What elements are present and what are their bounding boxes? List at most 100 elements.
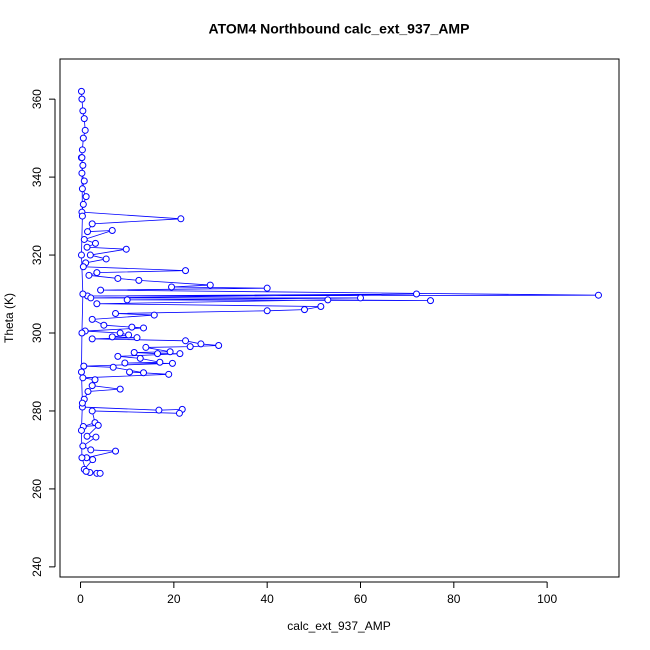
data-point [82,467,90,475]
chart-title: ATOM4 Northbound calc_ext_937_AMP [209,21,470,37]
x-tick-label: 100 [537,592,557,606]
data-point [116,329,124,337]
data-point [79,263,87,271]
data-point [88,315,96,323]
data-point [79,200,87,208]
data-point [85,271,93,279]
data-point [168,283,176,291]
data-point [102,255,110,263]
data-point [86,251,94,259]
data-point [79,374,87,382]
y-tick-label: 360 [30,89,44,109]
data-point [175,409,183,417]
data-point [114,274,122,282]
data-point [112,447,120,455]
data-point [80,115,88,123]
data-point [80,235,88,243]
data-point [140,369,148,377]
data-point [168,359,176,367]
data-point [125,331,133,339]
plot-box [59,58,620,578]
x-tick-label: 0 [77,592,84,606]
data-point [79,161,87,169]
data-line [81,91,599,474]
data-point [79,107,87,115]
data-point [77,368,85,376]
data-point [91,376,99,384]
x-tick-label: 80 [447,592,461,606]
data-point [412,290,420,298]
data-point [79,442,87,450]
data-point [108,333,116,341]
data-point [197,340,205,348]
data-point [122,245,130,253]
data-point [317,303,325,311]
data-point [96,469,104,477]
data-point [93,300,101,308]
data-point [114,352,122,360]
data-point [84,387,92,395]
data-point [78,185,86,193]
data-point [77,251,85,259]
data-point [215,341,223,349]
data-point [301,306,309,314]
data-point [182,267,190,275]
x-axis-label: calc_ext_937_AMP [287,619,390,633]
data-point [91,239,99,247]
data-point [81,126,89,134]
y-tick-label: 280 [30,401,44,421]
data-point [142,343,150,351]
data-point [93,269,101,277]
data-point [88,335,96,343]
y-tick-label: 240 [30,557,44,577]
x-tick-label: 20 [167,592,181,606]
data-point [78,169,86,177]
data-point [426,297,434,305]
data-point [78,154,86,162]
data-point [87,294,95,302]
data-point [135,276,143,284]
data-point [94,421,102,429]
data-point [177,215,185,223]
data-point [88,407,96,415]
data-point [78,146,86,154]
data-point [263,284,271,292]
data-point [128,323,136,331]
data-point [165,370,173,378]
data-point [123,296,131,304]
data-point [78,399,86,407]
data-point [140,324,148,332]
data-point [78,454,86,462]
data-point [79,134,87,142]
data-point [83,243,91,251]
x-tick-label: 60 [354,592,368,606]
data-point [84,228,92,236]
data-point [87,446,95,454]
y-axis-label: Theta (K) [2,293,16,343]
data-point [82,193,90,201]
data-point [78,95,86,103]
data-point [79,290,87,298]
data-point [78,212,86,220]
data-point [77,87,85,95]
data-point [100,321,108,329]
data-point [89,456,97,464]
data-point [126,368,134,376]
data-point [77,426,85,434]
data-point [263,307,271,315]
data-point [78,329,86,337]
data-point [80,177,88,185]
data-point [80,362,88,370]
data-point [156,358,164,366]
data-point [150,311,158,319]
data-point [108,226,116,234]
data-point [109,363,117,371]
data-point [324,296,332,304]
y-tick-label: 300 [30,323,44,343]
data-point [112,310,120,318]
data-point [182,337,190,345]
x-tick-label: 40 [260,592,274,606]
data-point [92,433,100,441]
